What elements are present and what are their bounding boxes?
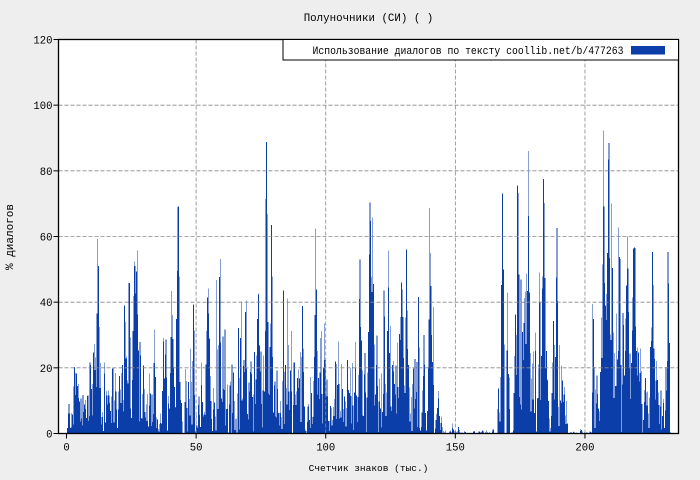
svg-text:20: 20 — [40, 364, 53, 376]
svg-text:50: 50 — [190, 443, 203, 455]
svg-text:100: 100 — [33, 101, 52, 113]
svg-text:0: 0 — [63, 443, 69, 455]
svg-text:200: 200 — [575, 443, 594, 455]
svg-text:0: 0 — [46, 430, 52, 442]
svg-text:150: 150 — [446, 443, 465, 455]
svg-text:120: 120 — [33, 36, 52, 48]
svg-text:80: 80 — [40, 167, 53, 179]
svg-text:40: 40 — [40, 298, 53, 310]
svg-text:Использование диалогов по текс: Использование диалогов по тексту coollib… — [313, 46, 624, 58]
svg-text:100: 100 — [316, 443, 335, 455]
svg-text:60: 60 — [40, 233, 53, 245]
